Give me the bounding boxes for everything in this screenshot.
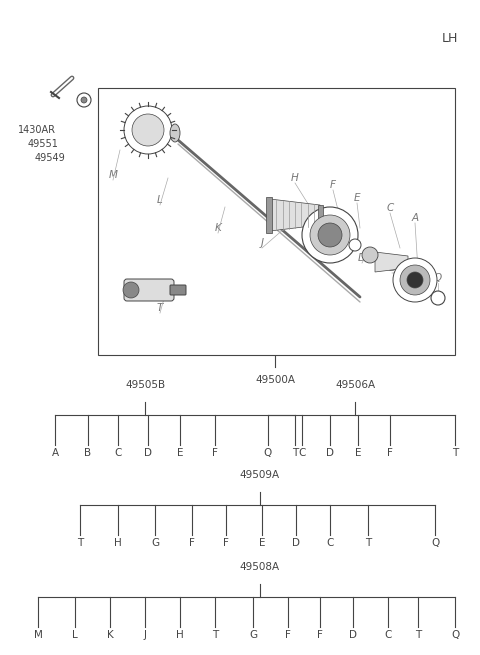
Text: C: C: [326, 538, 334, 548]
Text: G: G: [151, 538, 159, 548]
Circle shape: [393, 258, 437, 302]
Circle shape: [431, 291, 445, 305]
Text: K: K: [107, 630, 113, 640]
Text: A: A: [411, 213, 419, 223]
Text: T: T: [452, 448, 458, 458]
Circle shape: [349, 239, 361, 251]
Circle shape: [81, 97, 87, 103]
Text: L: L: [157, 195, 163, 205]
Text: Q: Q: [264, 448, 272, 458]
Text: D: D: [349, 630, 357, 640]
Text: Q: Q: [451, 630, 459, 640]
Text: T: T: [292, 448, 298, 458]
Text: A: A: [51, 448, 59, 458]
Text: 49549: 49549: [35, 153, 66, 163]
Circle shape: [310, 215, 350, 255]
Text: G: G: [306, 243, 314, 253]
Text: C: C: [386, 203, 394, 213]
Text: 49506A: 49506A: [335, 380, 375, 390]
Text: C: C: [384, 630, 392, 640]
Text: Q: Q: [434, 273, 442, 283]
Text: J: J: [261, 238, 264, 248]
Text: F: F: [285, 630, 291, 640]
Text: 49551: 49551: [28, 139, 59, 149]
Circle shape: [318, 223, 342, 247]
Text: Q: Q: [431, 538, 439, 548]
Text: T: T: [77, 538, 83, 548]
Text: F: F: [339, 247, 345, 257]
Circle shape: [362, 247, 378, 263]
Text: T: T: [212, 630, 218, 640]
Circle shape: [132, 114, 164, 146]
Text: E: E: [355, 448, 361, 458]
Text: C: C: [298, 448, 306, 458]
Text: T: T: [365, 538, 371, 548]
Polygon shape: [375, 252, 408, 272]
Bar: [266, 197, 272, 233]
Text: H: H: [291, 173, 299, 183]
Text: D: D: [358, 253, 366, 263]
Text: M: M: [34, 630, 42, 640]
Text: E: E: [177, 448, 183, 458]
Text: 49509A: 49509A: [240, 470, 280, 480]
Text: G: G: [249, 630, 257, 640]
Text: B: B: [388, 263, 396, 273]
Text: D: D: [292, 538, 300, 548]
Polygon shape: [270, 199, 320, 231]
Circle shape: [302, 207, 358, 263]
FancyBboxPatch shape: [170, 285, 186, 295]
Bar: [318, 205, 323, 225]
Text: D: D: [326, 448, 334, 458]
Text: F: F: [317, 630, 323, 640]
Circle shape: [77, 93, 91, 107]
Text: 49500A: 49500A: [255, 375, 295, 385]
Text: F: F: [223, 538, 229, 548]
Text: H: H: [176, 630, 184, 640]
Text: L: L: [72, 630, 78, 640]
Text: D: D: [144, 448, 152, 458]
Ellipse shape: [170, 124, 180, 142]
Text: C: C: [114, 448, 122, 458]
Text: F: F: [330, 180, 336, 190]
Text: T: T: [415, 630, 421, 640]
Text: F: F: [189, 538, 195, 548]
Text: E: E: [354, 193, 360, 203]
Circle shape: [124, 106, 172, 154]
Text: 49505B: 49505B: [125, 380, 165, 390]
Circle shape: [400, 265, 430, 295]
Text: 49508A: 49508A: [240, 562, 280, 572]
Text: B: B: [84, 448, 92, 458]
Text: E: E: [259, 538, 265, 548]
Bar: [98, 88, 455, 355]
Text: M: M: [108, 170, 118, 180]
Circle shape: [123, 282, 139, 298]
FancyBboxPatch shape: [124, 279, 174, 301]
Circle shape: [407, 272, 423, 288]
Text: F: F: [212, 448, 218, 458]
Text: J: J: [144, 630, 146, 640]
Text: K: K: [215, 223, 221, 233]
Text: H: H: [114, 538, 122, 548]
Text: 1430AR: 1430AR: [18, 125, 56, 135]
Text: T: T: [157, 303, 163, 313]
Text: F: F: [387, 448, 393, 458]
Text: LH: LH: [442, 31, 458, 45]
